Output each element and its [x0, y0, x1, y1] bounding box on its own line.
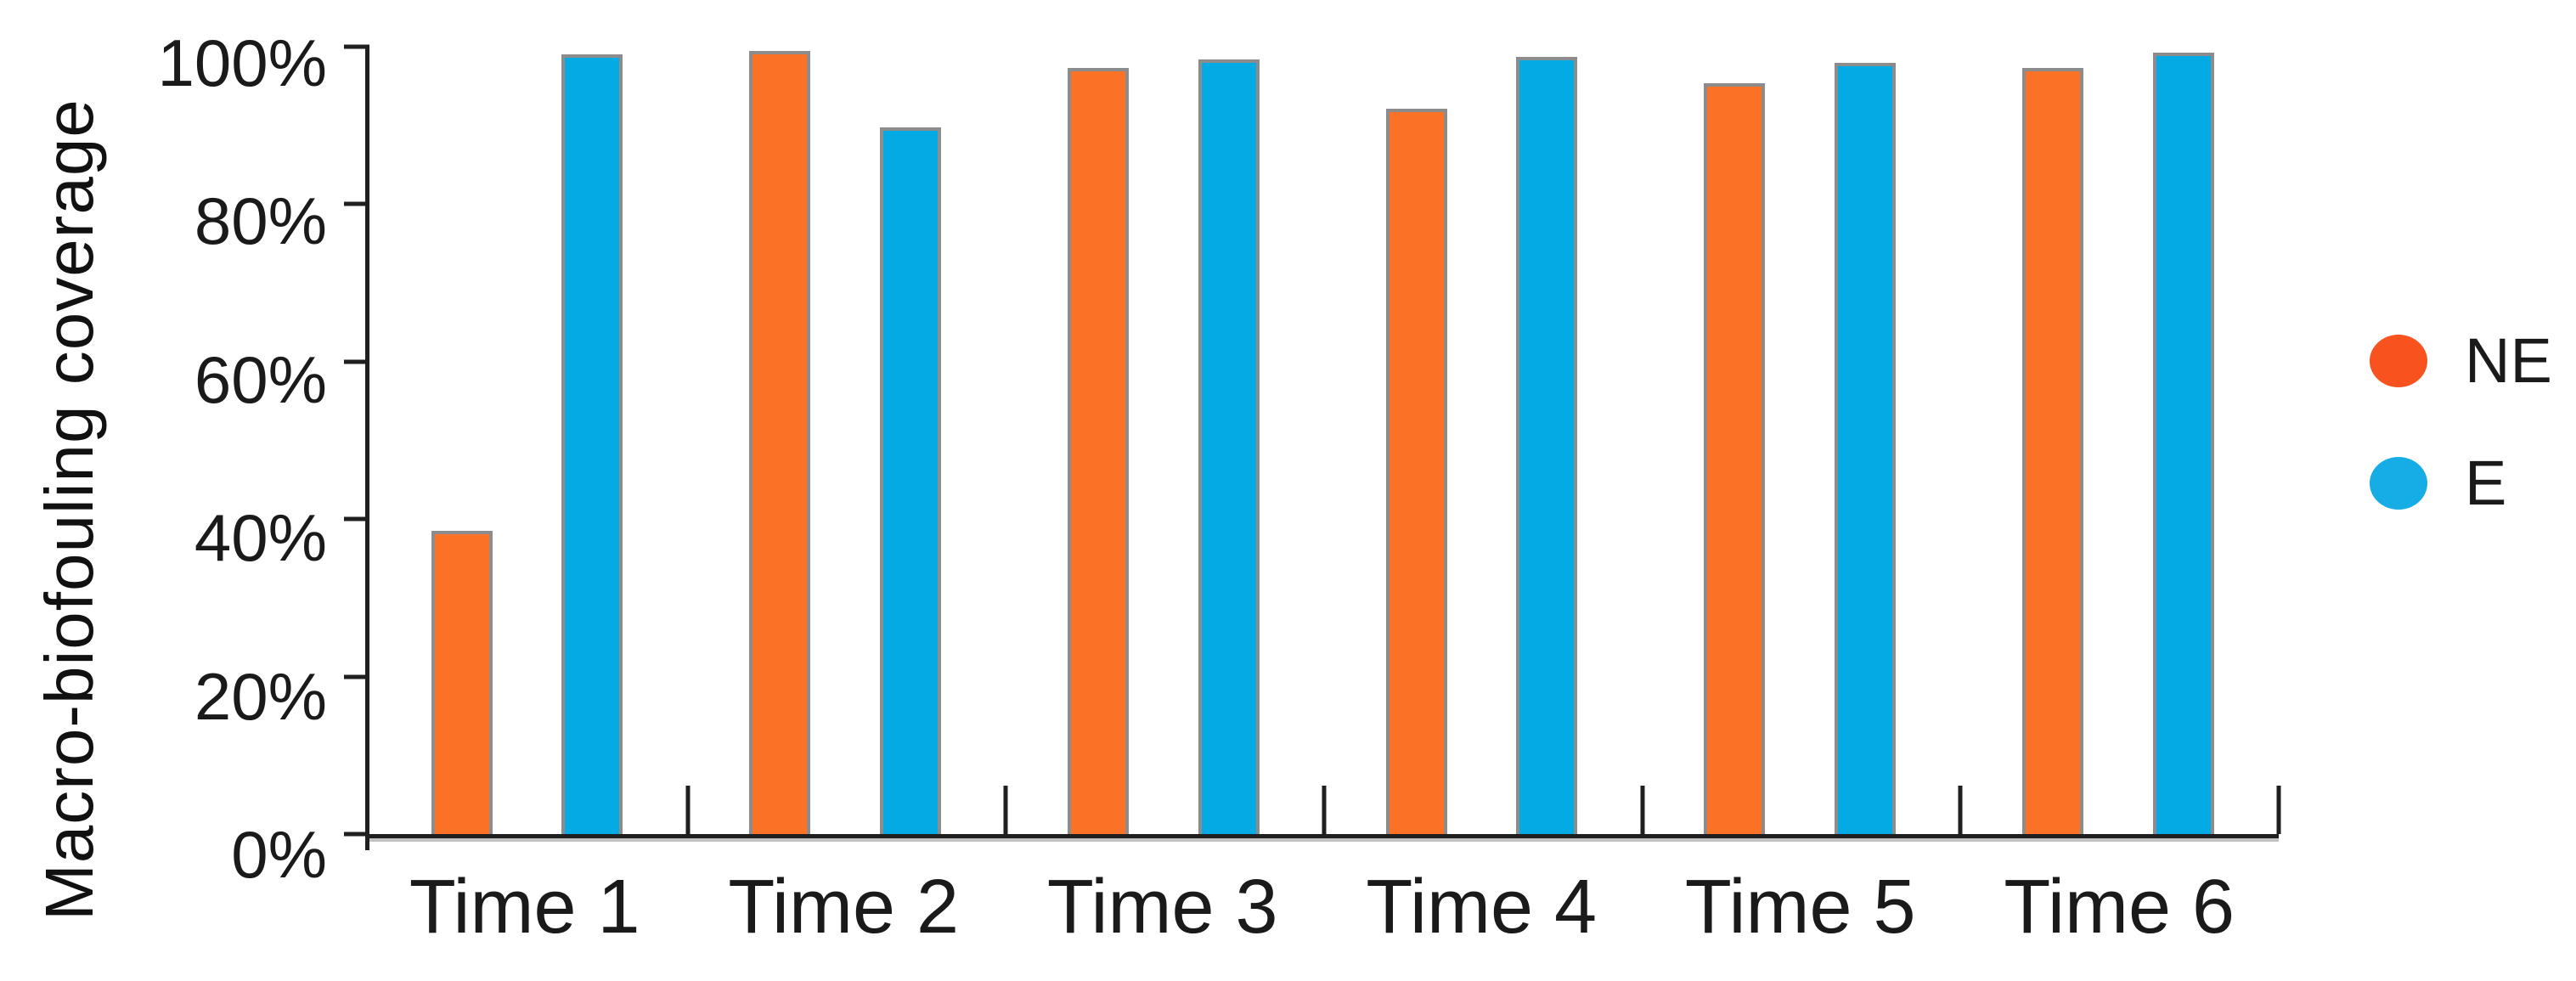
bar-ne-time-1: [431, 531, 493, 834]
bar-group-time-6: [1960, 47, 2281, 834]
x-label-time-6: Time 6: [2004, 865, 2235, 950]
bar-ne-time-4: [1385, 109, 1447, 834]
bar-group-time-5: [1643, 47, 1963, 834]
legend-marker-ne: [2370, 335, 2427, 387]
bar-group-time-2: [688, 47, 1008, 834]
x-tick-after-time-5: [1958, 786, 1963, 834]
legend-marker-e: [2370, 457, 2427, 510]
x-label-time-4: Time 4: [1366, 865, 1598, 950]
bar-e-time-6: [2152, 53, 2214, 834]
legend-label-ne: NE: [2465, 325, 2552, 396]
plot-area: [344, 44, 2281, 838]
y-tick-0%: [344, 832, 369, 837]
legend-item-ne: NE: [2370, 330, 2552, 392]
bar-ne-time-6: [2022, 68, 2083, 834]
bar-e-time-1: [561, 54, 623, 834]
x-label-time-2: Time 2: [728, 865, 960, 950]
bar-ne-time-2: [749, 50, 811, 834]
x-tick-after-time-1: [685, 786, 691, 834]
y-tick-40%: [344, 516, 369, 522]
y-tick-80%: [344, 201, 369, 206]
y-tick-label-20%: 20%: [194, 658, 327, 734]
y-tick-label-100%: 100%: [157, 25, 328, 100]
bar-ne-time-5: [1704, 82, 1766, 834]
y-tick-label-60%: 60%: [194, 341, 327, 417]
x-axis-origin-tick: [365, 838, 369, 850]
x-tick-after-time-3: [1322, 786, 1327, 834]
x-tick-after-time-4: [1640, 786, 1645, 834]
x-tick-after-time-6: [2276, 786, 2281, 834]
bar-e-time-5: [1834, 63, 1896, 834]
bar-e-time-2: [879, 127, 941, 834]
bar-e-time-3: [1198, 59, 1260, 834]
bar-e-time-4: [1516, 57, 1578, 834]
y-tick-60%: [344, 359, 369, 364]
bar-ne-time-3: [1068, 68, 1129, 834]
legend-label-e: E: [2465, 448, 2507, 518]
x-label-time-5: Time 5: [1684, 865, 1916, 950]
bar-group-time-4: [1324, 47, 1645, 834]
y-tick-label-40%: 40%: [194, 500, 327, 576]
bar-group-time-3: [1006, 47, 1327, 834]
legend-item-e: E: [2370, 452, 2506, 515]
y-tick-100%: [344, 44, 369, 49]
x-tick-after-time-2: [1003, 786, 1008, 834]
x-label-time-1: Time 1: [409, 865, 640, 950]
bar-groups: [369, 47, 2281, 834]
x-axis-category-labels: Time 1 Time 2 Time 3 Time 4 Time 5 Time 6: [365, 865, 2279, 950]
y-tick-label-0%: 0%: [231, 817, 327, 892]
x-label-time-3: Time 3: [1046, 865, 1278, 950]
y-tick-20%: [344, 674, 369, 679]
bar-group-time-1: [369, 47, 691, 834]
y-tick-label-80%: 80%: [194, 183, 327, 259]
